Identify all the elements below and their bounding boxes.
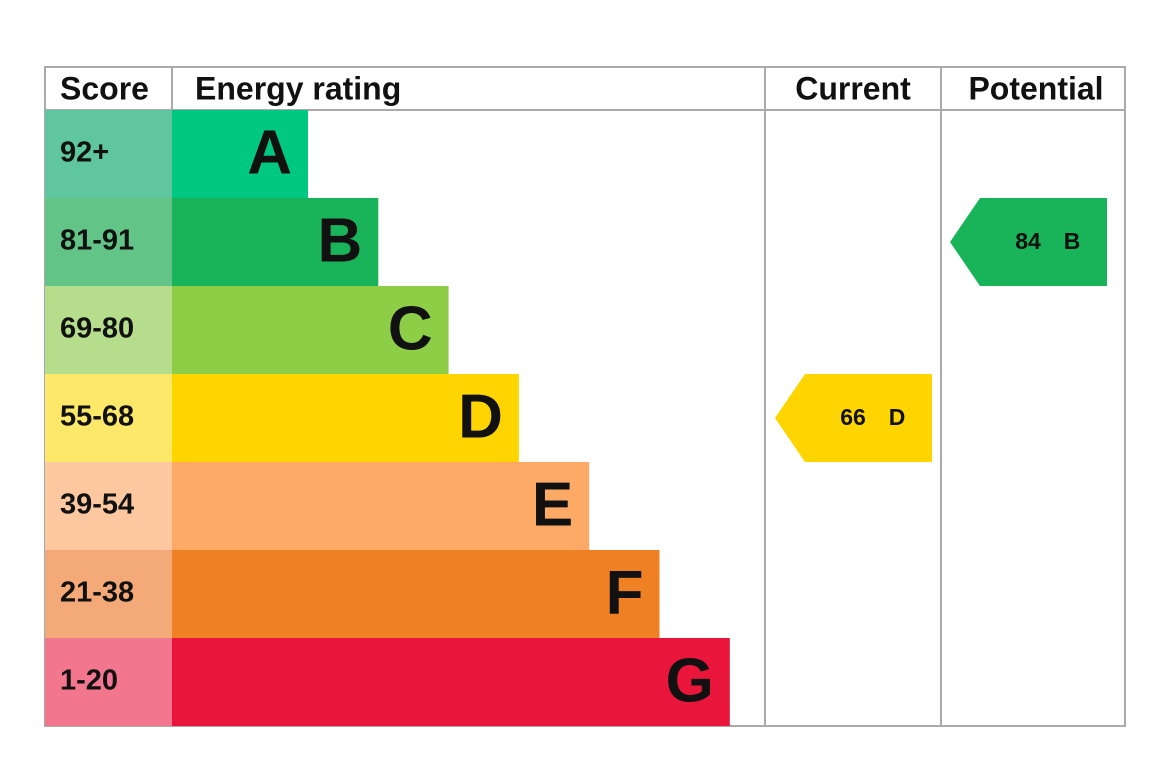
rating-bar xyxy=(172,638,730,726)
band-letter: D xyxy=(458,382,503,451)
potential-arrow xyxy=(950,198,1107,286)
header-rating: Energy rating xyxy=(195,70,401,106)
score-cell xyxy=(45,110,172,198)
score-label: 92+ xyxy=(60,137,109,169)
rating-bar xyxy=(172,374,519,462)
score-cell xyxy=(45,198,172,286)
header-score: Score xyxy=(60,70,149,106)
score-cell xyxy=(45,374,172,462)
score-cell xyxy=(45,550,172,638)
score-label: 1-20 xyxy=(60,665,118,697)
band-letter: G xyxy=(666,646,714,715)
rating-bar xyxy=(172,110,308,198)
score-cell xyxy=(45,286,172,374)
rating-bar xyxy=(172,550,660,638)
score-label: 81-91 xyxy=(60,225,134,257)
potential-score: 84 xyxy=(1015,228,1041,254)
header-current: Current xyxy=(795,70,911,106)
header-potential: Potential xyxy=(968,70,1103,106)
score-label: 69-80 xyxy=(60,313,134,345)
rating-bar xyxy=(172,462,590,550)
current-arrow xyxy=(775,374,932,462)
band-letter: C xyxy=(388,294,433,363)
score-label: 55-68 xyxy=(60,401,134,433)
band-letter: F xyxy=(606,558,644,627)
score-label: 21-38 xyxy=(60,577,134,609)
current-letter: D xyxy=(889,404,906,430)
potential-letter: B xyxy=(1064,228,1081,254)
score-cell xyxy=(45,638,172,726)
rating-bar xyxy=(172,198,379,286)
current-score: 66 xyxy=(840,404,866,430)
score-label: 39-54 xyxy=(60,489,134,521)
band-letter: A xyxy=(247,118,292,187)
band-letter: B xyxy=(318,206,363,275)
rating-bar xyxy=(172,286,449,374)
score-cell xyxy=(45,462,172,550)
band-letter: E xyxy=(532,470,573,539)
